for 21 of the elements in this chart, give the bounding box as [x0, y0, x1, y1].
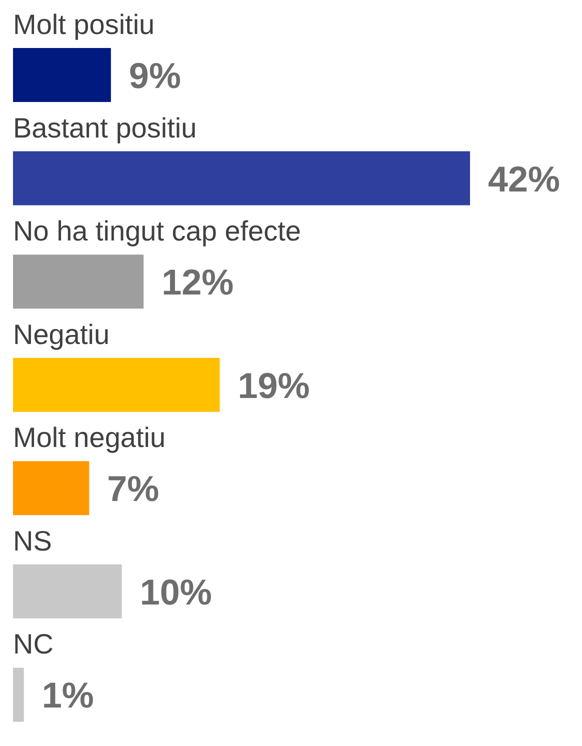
data-label: 10% [140, 571, 212, 612]
y-tick-label: No ha tingut cap efecte [13, 216, 301, 247]
data-label: 7% [107, 468, 160, 510]
bar [13, 48, 111, 102]
bar [13, 151, 470, 206]
data-label: 19% [238, 364, 310, 406]
bar [13, 254, 144, 309]
data-label: 42% [488, 158, 560, 200]
bar [13, 358, 220, 412]
data-label: 9% [128, 55, 181, 96]
bar [13, 668, 24, 722]
y-tick-label: NS [13, 525, 52, 556]
y-tick-label: Molt positiu [13, 9, 155, 40]
data-label: 12% [162, 262, 234, 303]
bar [13, 564, 122, 618]
bar [13, 461, 90, 516]
y-tick-label: NC [13, 628, 54, 660]
data-label: 1% [42, 674, 94, 716]
y-tick-label: Bastant positiu [13, 112, 197, 144]
y-tick-label: Molt negatiu [13, 422, 166, 454]
y-tick-label: Negatiu [13, 318, 110, 350]
